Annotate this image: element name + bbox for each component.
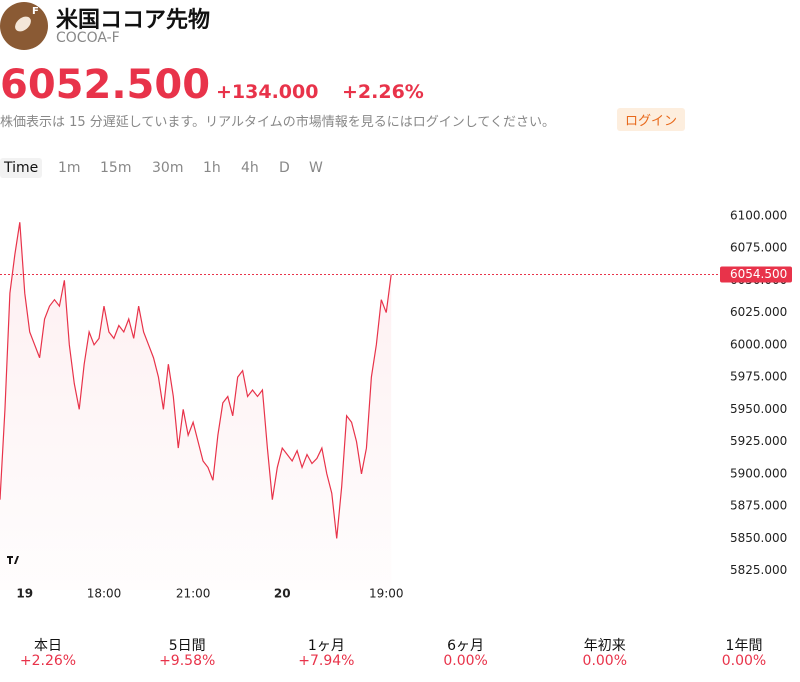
y-tick-label: 5900.000 <box>730 466 787 480</box>
period-label: 本日 <box>34 638 62 654</box>
y-tick-label: 5925.000 <box>730 434 787 448</box>
interval-tab[interactable]: 1h <box>203 160 221 176</box>
period-label: 5日間 <box>168 638 206 654</box>
interval-tab[interactable]: Time <box>0 158 43 178</box>
chart: 5825.000 5850.000 5875.000 5900.000 5925.000… <box>0 208 792 601</box>
y-tick-label: 5850.000 <box>730 531 787 545</box>
last-price-box <box>720 266 792 283</box>
interval-tab[interactable]: W <box>309 160 323 176</box>
y-tick-label: 5875.000 <box>730 499 787 513</box>
period-value: +9.58% <box>159 653 216 669</box>
notice: 株価表示は 15 分遅延しています。リアルタイムの市場情報を見るにはログインして… <box>0 115 555 130</box>
y-tick-label: 5975.000 <box>730 370 787 384</box>
period-label: 年初来 <box>583 638 626 654</box>
period-value: 0.00% <box>721 653 767 669</box>
interval-tab[interactable]: 4h <box>241 160 259 176</box>
y-tick-label: 6000.000 <box>730 337 787 351</box>
logo: F <box>0 2 48 50</box>
period-label: 6ヶ月 <box>447 638 485 654</box>
interval-tab[interactable]: 1m <box>58 160 81 176</box>
y-tick-label: 5825.000 <box>730 563 787 577</box>
y-tick-label: 6025.000 <box>730 305 787 319</box>
price: 6052.500 <box>0 62 211 108</box>
period-value: 0.00% <box>582 653 628 669</box>
y-tick-label: 6075.000 <box>730 241 787 255</box>
y-tick-label: 6100.000 <box>730 208 787 222</box>
period-value: +7.94% <box>298 653 355 669</box>
symbol: COCOA-F <box>56 30 120 46</box>
interval-tab[interactable]: 30m <box>152 160 184 176</box>
login-button[interactable]: ログイン <box>617 108 686 131</box>
change-pct: +2.26% <box>342 81 424 103</box>
interval-tab[interactable]: 15m <box>100 160 132 176</box>
period-value: 0.00% <box>443 653 488 669</box>
price-line <box>0 222 392 539</box>
y-tick-label: 5950.000 <box>730 402 787 416</box>
interval-tab[interactable]: D <box>279 160 290 176</box>
period-value: +2.26% <box>19 653 77 669</box>
title: 米国ココア先物 <box>56 8 211 33</box>
change: +134.000 <box>216 81 319 103</box>
period-label: 1年間 <box>725 638 763 654</box>
period-label: 1ヶ月 <box>307 638 345 654</box>
area <box>0 222 392 591</box>
logo-letter: F <box>32 6 39 17</box>
last-price-label: 6054.500 <box>730 267 787 281</box>
